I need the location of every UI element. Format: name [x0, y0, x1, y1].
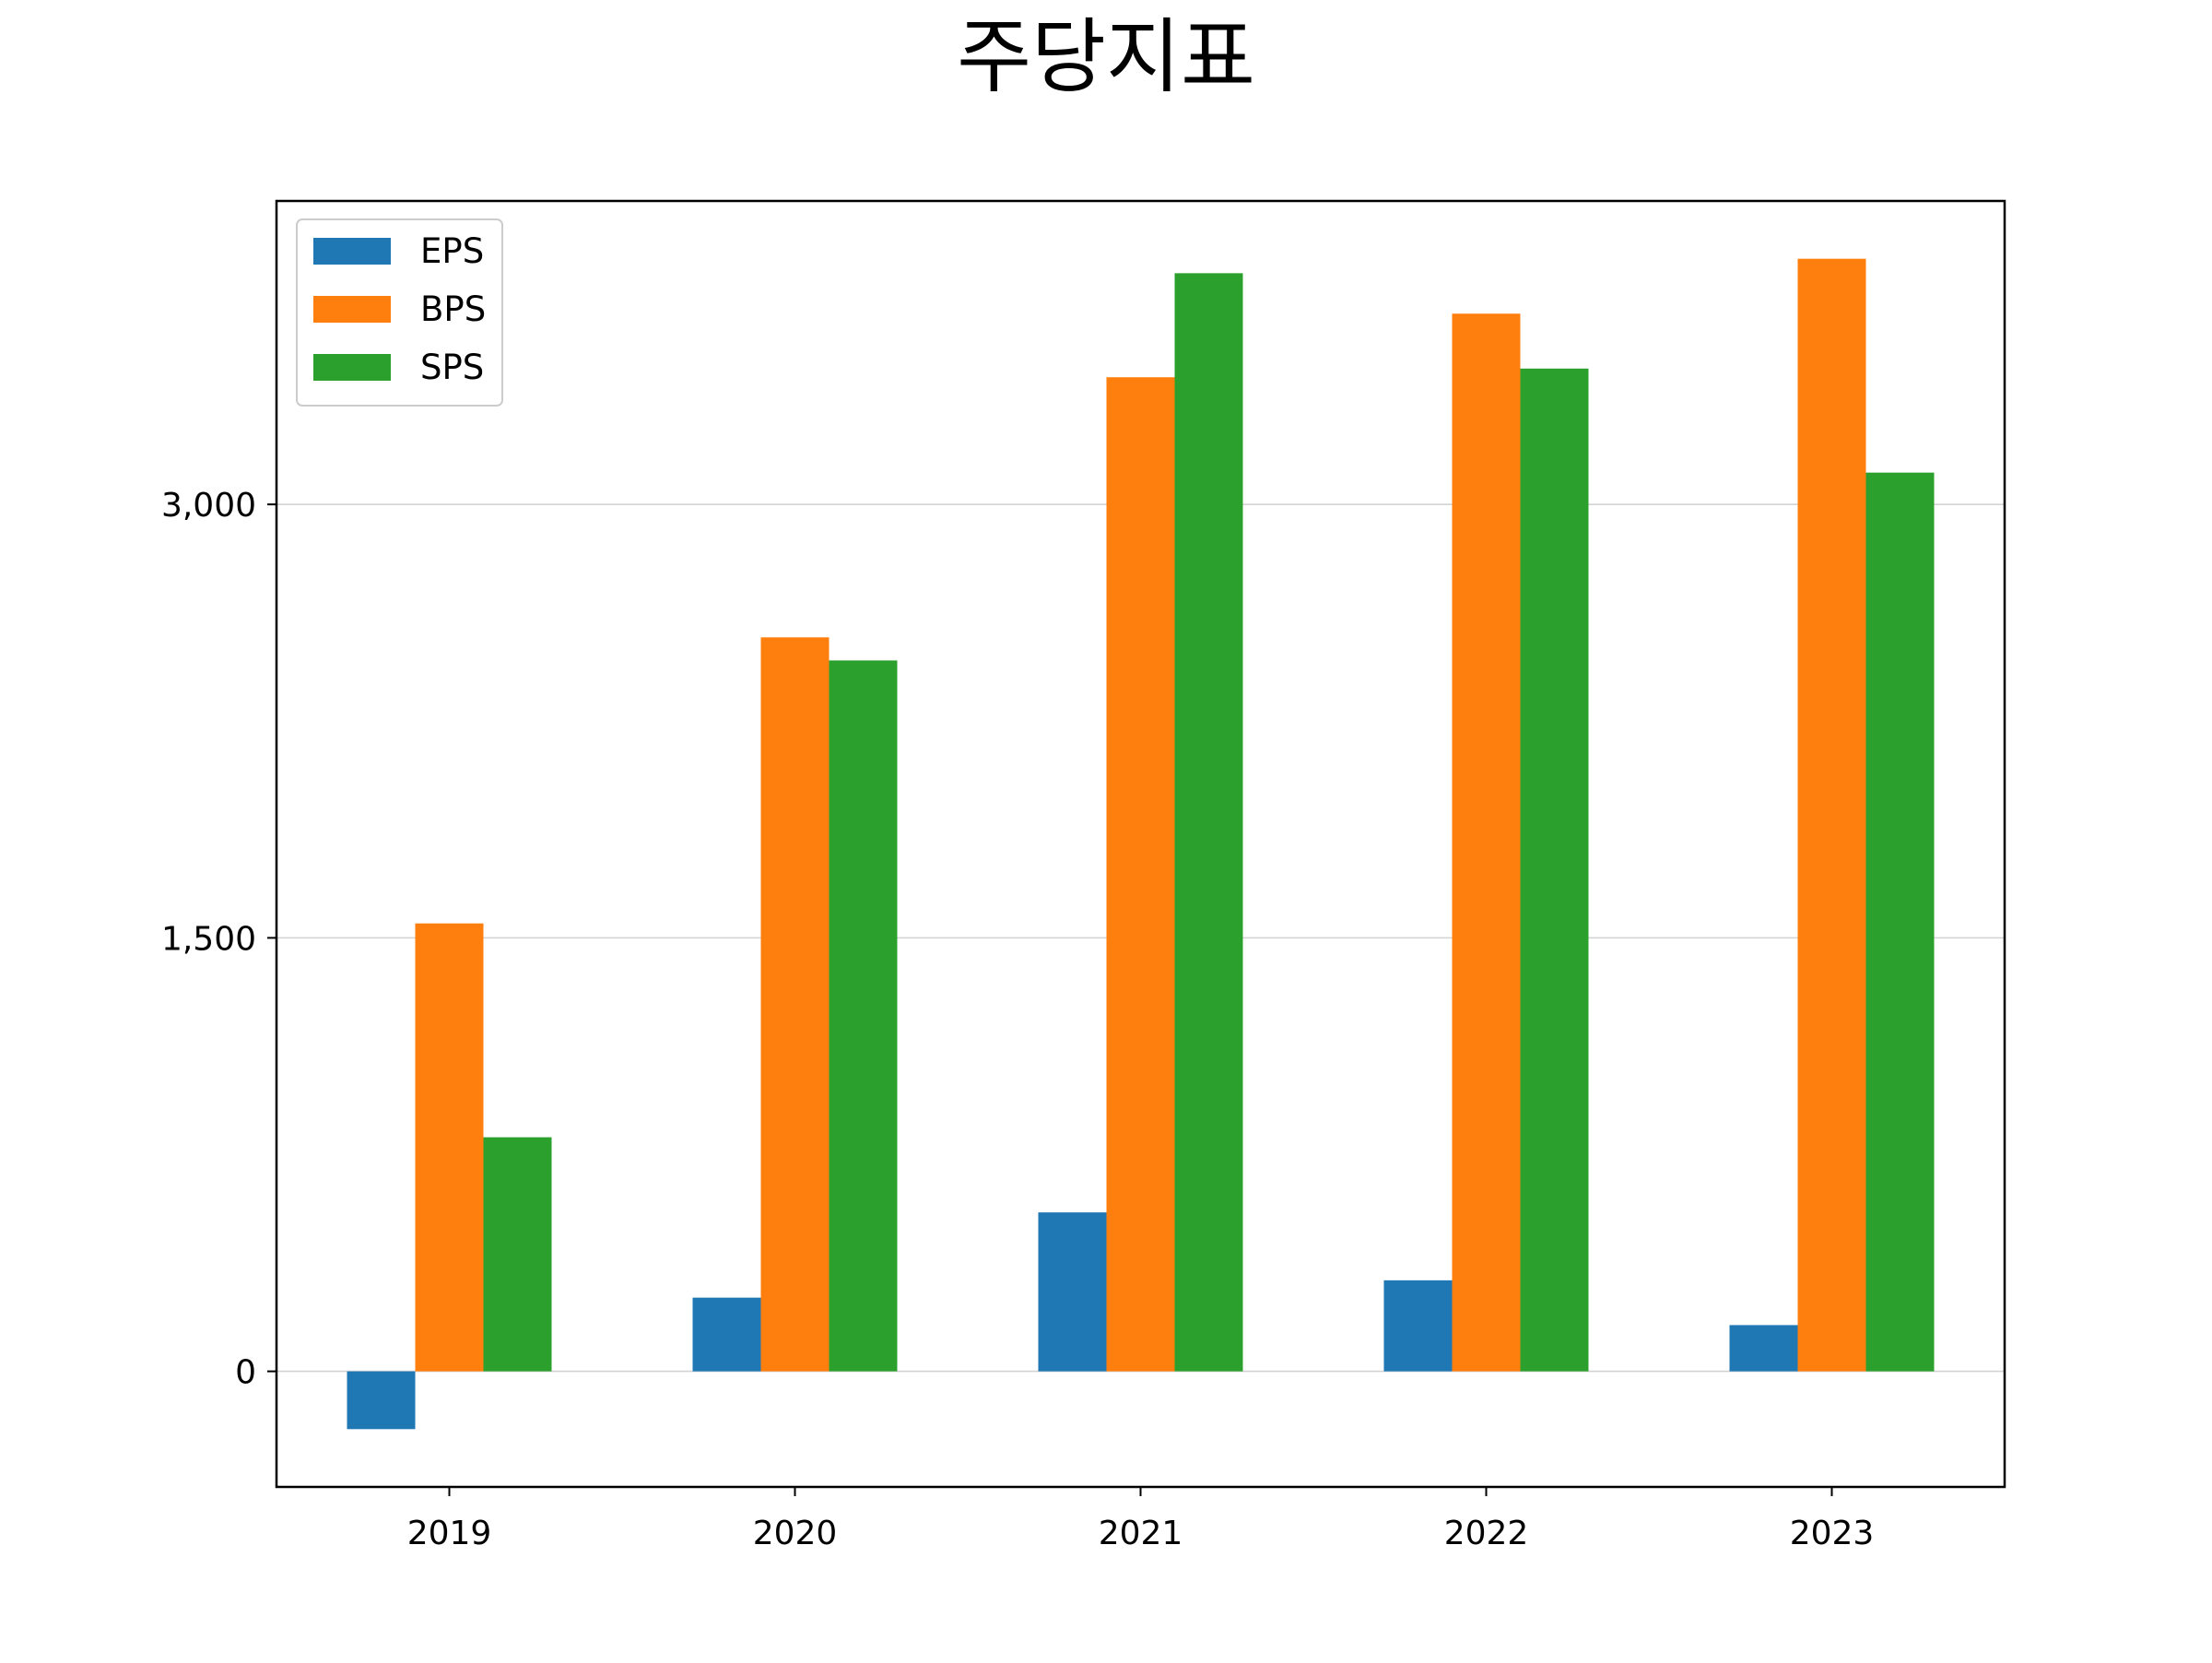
- bar-sps-2021: [1174, 273, 1243, 1372]
- y-tick-label: 0: [235, 1354, 256, 1392]
- bar-sps-2022: [1520, 368, 1589, 1372]
- legend: EPS BPS SPS: [296, 218, 503, 407]
- bar-eps-2020: [692, 1297, 761, 1372]
- x-axis: 2019 2020 2021 2022 2023: [407, 1487, 1875, 1552]
- y-tick-label: 3,000: [161, 487, 256, 525]
- legend-label-sps: SPS: [420, 348, 484, 387]
- legend-label-eps: EPS: [420, 231, 484, 271]
- bar-bps-2023: [1797, 258, 1866, 1372]
- legend-swatch-eps: [313, 238, 391, 265]
- bar-sps-2023: [1865, 472, 1935, 1372]
- bar-bps-2022: [1452, 313, 1521, 1372]
- bar-eps-2019: [347, 1371, 416, 1430]
- bars: [347, 258, 1935, 1430]
- bar-bps-2020: [760, 637, 830, 1372]
- y-axis: 0 1,500 3,000: [161, 487, 276, 1392]
- bar-sps-2020: [829, 660, 898, 1372]
- x-tick-label: 2021: [1099, 1515, 1183, 1552]
- bar-bps-2021: [1106, 377, 1175, 1372]
- x-tick-label: 2022: [1444, 1515, 1529, 1552]
- x-tick-label: 2019: [407, 1515, 492, 1552]
- x-tick-label: 2023: [1790, 1515, 1875, 1552]
- bar-eps-2023: [1729, 1325, 1798, 1372]
- bar-eps-2022: [1383, 1280, 1453, 1372]
- bar-eps-2021: [1038, 1212, 1107, 1372]
- legend-swatch-bps: [313, 296, 391, 323]
- legend-swatch-sps: [313, 354, 391, 381]
- x-tick-label: 2020: [753, 1515, 838, 1552]
- bar-bps-2019: [415, 923, 484, 1372]
- bar-sps-2019: [483, 1137, 552, 1372]
- y-tick-label: 1,500: [161, 920, 256, 958]
- legend-label-bps: BPS: [420, 289, 486, 329]
- chart-title: 주당지표: [957, 9, 1255, 104]
